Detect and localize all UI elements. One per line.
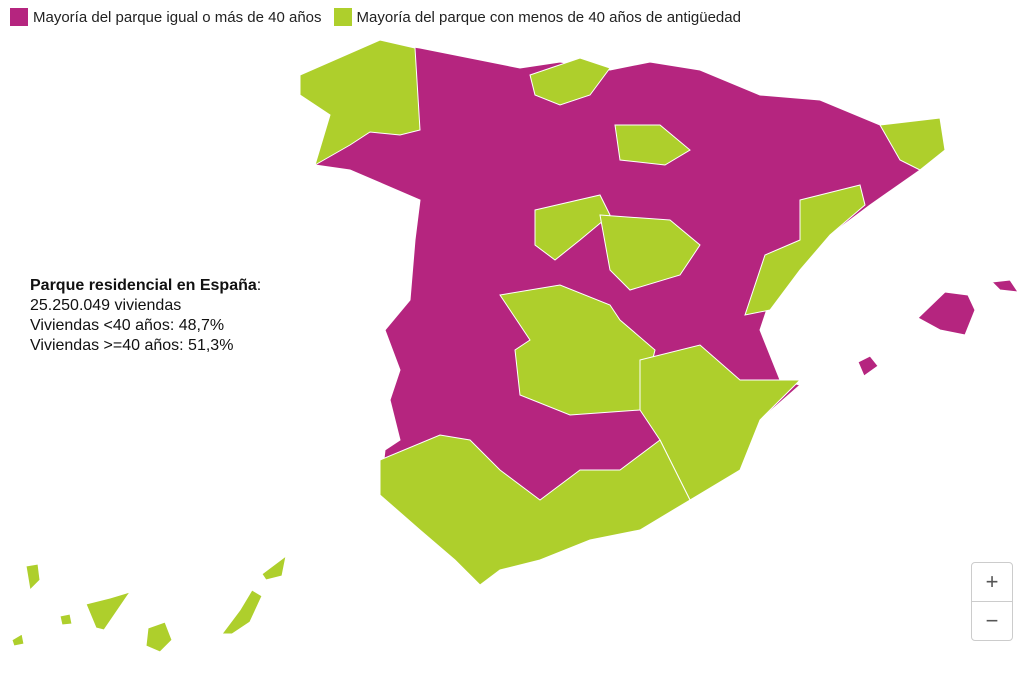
legend-label: Mayoría del parque igual o más de 40 año… xyxy=(33,8,322,26)
region xyxy=(744,184,866,316)
legend-item: Mayoría del parque igual o más de 40 año… xyxy=(10,8,322,26)
region xyxy=(145,621,173,653)
legend: Mayoría del parque igual o más de 40 año… xyxy=(10,8,741,26)
legend-swatch xyxy=(10,8,28,26)
region xyxy=(261,554,287,581)
zoom-in[interactable]: + xyxy=(985,569,999,594)
region xyxy=(614,124,691,166)
balearic-islands xyxy=(857,279,1020,377)
region xyxy=(11,633,25,647)
zoom-out[interactable]: − xyxy=(972,601,1012,640)
info-box: Parque residencial en España: 25.250.049… xyxy=(30,276,261,356)
region xyxy=(857,355,879,377)
region xyxy=(25,563,41,592)
legend-swatch xyxy=(333,8,352,26)
region xyxy=(379,434,691,586)
region xyxy=(221,589,263,635)
info-line: Viviendas <40 años: 48,7% xyxy=(30,317,225,334)
legend-label: Mayoría del parque con menos de 40 años … xyxy=(356,8,741,26)
info-line: Viviendas >=40 años: 51,3% xyxy=(30,337,234,354)
legend-item: Mayoría del parque con menos de 40 años … xyxy=(333,8,741,26)
info-line: 25.250.049 viviendas xyxy=(30,297,182,314)
region xyxy=(529,57,611,106)
region xyxy=(990,279,1020,293)
region xyxy=(917,291,976,336)
info-separator: : xyxy=(256,277,262,294)
region xyxy=(639,344,802,501)
region xyxy=(599,214,701,291)
zoom-control: + − xyxy=(971,562,1013,641)
region xyxy=(59,613,73,626)
region xyxy=(85,591,132,631)
region xyxy=(879,117,946,171)
region xyxy=(534,194,611,261)
canary-islands xyxy=(11,554,287,653)
info-heading: Parque residencial en España: xyxy=(30,276,261,296)
info-title: Parque residencial en España xyxy=(30,277,257,294)
mainland xyxy=(299,39,946,586)
region xyxy=(299,39,421,167)
